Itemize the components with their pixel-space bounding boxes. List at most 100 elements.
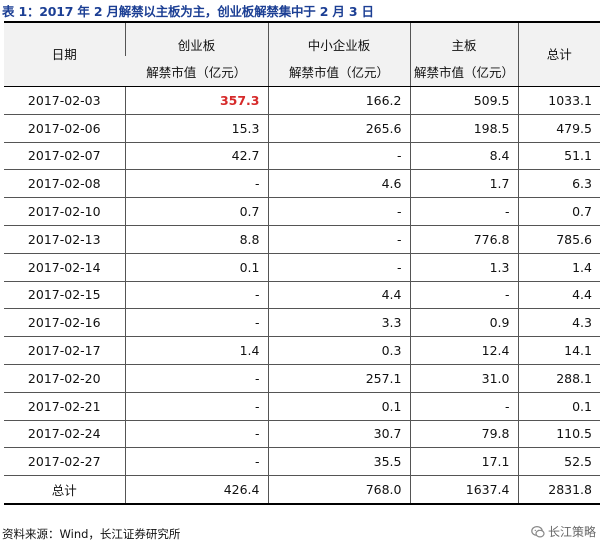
cell-cyb: - xyxy=(124,281,268,310)
cell-date: 2017-02-06 xyxy=(4,114,125,143)
cell-zxb: 3.3 xyxy=(267,308,410,338)
header-row-2: 解禁市值（亿元） 解禁市值（亿元） 解禁市值（亿元） xyxy=(4,56,600,87)
cell-zb: 0.9 xyxy=(409,308,518,338)
table-row: 2017-02-20 - 257.1 31.0 288.1 xyxy=(4,364,600,393)
cell-zb: 509.5 xyxy=(409,86,518,115)
cell-cyb: 0.7 xyxy=(124,197,268,226)
cell-zxb: 0.1 xyxy=(267,392,410,421)
cell-zxb: - xyxy=(267,142,410,171)
cell-total: 785.6 xyxy=(517,225,600,254)
cell-date: 2017-02-16 xyxy=(4,308,125,338)
cell-date: 2017-02-21 xyxy=(4,392,125,421)
cell-zxb: - xyxy=(267,225,410,254)
table-row: 2017-02-17 1.4 0.3 12.4 14.1 xyxy=(4,336,600,365)
cell-zb: 1.7 xyxy=(409,169,518,199)
header-date: 日期 xyxy=(4,21,125,87)
cell-cyb: 8.8 xyxy=(124,225,268,254)
table-row: 2017-02-15 - 4.4 - 4.4 xyxy=(4,281,600,310)
watermark: 长江策略 xyxy=(531,523,596,540)
lockup-table: 日期 创业板 中小企业板 主板 总计 解禁市值（亿元） 解禁市值（亿元） 解禁市… xyxy=(4,21,600,506)
header-zxb-sub: 解禁市值（亿元） xyxy=(267,56,410,87)
cell-total: 0.1 xyxy=(517,392,600,421)
table-row: 2017-02-07 42.7 - 8.4 51.1 xyxy=(4,142,600,171)
cell-zb: 79.8 xyxy=(409,420,518,449)
cell-date: 2017-02-20 xyxy=(4,364,125,393)
cell-zxb: 30.7 xyxy=(267,420,410,449)
header-zb: 主板 xyxy=(409,21,518,56)
cell-zb: 31.0 xyxy=(409,364,518,393)
cell-total: 479.5 xyxy=(517,114,600,143)
cell-zb: - xyxy=(409,197,518,226)
cell-zb: 12.4 xyxy=(409,336,518,365)
cell-zb: 1.3 xyxy=(409,253,518,282)
cell-total: 1.4 xyxy=(517,253,600,282)
cell-cyb-highlight: 357.3 xyxy=(124,86,268,115)
cell-total: 52.5 xyxy=(517,447,600,477)
cell-cyb: 42.7 xyxy=(124,142,268,171)
cell-date: 2017-02-13 xyxy=(4,225,125,254)
table-row: 2017-02-08 - 4.6 1.7 6.3 xyxy=(4,169,600,199)
cell-total: 4.4 xyxy=(517,281,600,310)
cell-zb: 8.4 xyxy=(409,142,518,171)
table-row: 2017-02-27 - 35.5 17.1 52.5 xyxy=(4,447,600,477)
cell-total: 4.3 xyxy=(517,308,600,338)
cell-zxb: 166.2 xyxy=(267,86,410,115)
cell-cyb: - xyxy=(124,364,268,393)
cell-date: 2017-02-17 xyxy=(4,336,125,365)
source-note: 资料来源：Wind，长江证券研究所 xyxy=(2,527,181,541)
cell-zb: 776.8 xyxy=(409,225,518,254)
header-cyb: 创业板 xyxy=(124,21,268,56)
table-row: 2017-02-13 8.8 - 776.8 785.6 xyxy=(4,225,600,254)
cell-date: 2017-02-07 xyxy=(4,142,125,171)
total-cyb: 426.4 xyxy=(124,475,268,506)
total-label: 总计 xyxy=(4,475,125,506)
cell-date: 2017-02-27 xyxy=(4,447,125,477)
cell-date: 2017-02-10 xyxy=(4,197,125,226)
table-caption: 表 1：2017 年 2 月解禁以主板为主，创业板解禁集中于 2 月 3 日 xyxy=(2,4,374,19)
cell-date: 2017-02-03 xyxy=(4,86,125,115)
cell-cyb: - xyxy=(124,392,268,421)
table-row: 2017-02-14 0.1 - 1.3 1.4 xyxy=(4,253,600,282)
total-total: 2831.8 xyxy=(517,475,600,506)
cell-date: 2017-02-14 xyxy=(4,253,125,282)
cell-total: 14.1 xyxy=(517,336,600,365)
cell-total: 6.3 xyxy=(517,169,600,199)
cell-total: 110.5 xyxy=(517,420,600,449)
cell-zb: - xyxy=(409,281,518,310)
wechat-icon xyxy=(531,525,545,539)
cell-date: 2017-02-08 xyxy=(4,169,125,199)
cell-cyb: - xyxy=(124,447,268,477)
cell-total: 288.1 xyxy=(517,364,600,393)
table-row: 2017-02-06 15.3 265.6 198.5 479.5 xyxy=(4,114,600,143)
cell-zxb: - xyxy=(267,197,410,226)
cell-zxb: 4.6 xyxy=(267,169,410,199)
table-row: 2017-02-21 - 0.1 - 0.1 xyxy=(4,392,600,421)
cell-cyb: - xyxy=(124,420,268,449)
cell-date: 2017-02-15 xyxy=(4,281,125,310)
table-row: 2017-02-24 - 30.7 79.8 110.5 xyxy=(4,420,600,449)
cell-zxb: - xyxy=(267,253,410,282)
cell-zxb: 265.6 xyxy=(267,114,410,143)
cell-zxb: 4.4 xyxy=(267,281,410,310)
cell-total: 0.7 xyxy=(517,197,600,226)
cell-zxb: 0.3 xyxy=(267,336,410,365)
cell-cyb: 1.4 xyxy=(124,336,268,365)
table-row: 2017-02-10 0.7 - - 0.7 xyxy=(4,197,600,226)
cell-cyb: 15.3 xyxy=(124,114,268,143)
watermark-text: 长江策略 xyxy=(547,525,596,539)
cell-zb: 198.5 xyxy=(409,114,518,143)
header-zb-sub: 解禁市值（亿元） xyxy=(409,56,518,87)
total-row: 总计 426.4 768.0 1637.4 2831.8 xyxy=(4,475,600,506)
table-row: 2017-02-16 - 3.3 0.9 4.3 xyxy=(4,308,600,338)
cell-zb: - xyxy=(409,392,518,421)
header-cyb-sub: 解禁市值（亿元） xyxy=(125,56,268,87)
cell-date: 2017-02-24 xyxy=(4,420,125,449)
cell-zxb: 35.5 xyxy=(267,447,410,477)
table-row: 2017-02-03 357.3 166.2 509.5 1033.1 xyxy=(4,86,600,115)
cell-total: 1033.1 xyxy=(517,86,600,115)
total-zxb: 768.0 xyxy=(267,475,410,506)
total-zb: 1637.4 xyxy=(409,475,518,506)
header-total: 总计 xyxy=(517,21,600,87)
header-row-1: 日期 创业板 中小企业板 主板 总计 xyxy=(4,21,600,87)
data-table: 日期 创业板 中小企业板 主板 总计 解禁市值（亿元） 解禁市值（亿元） 解禁市… xyxy=(4,21,600,506)
